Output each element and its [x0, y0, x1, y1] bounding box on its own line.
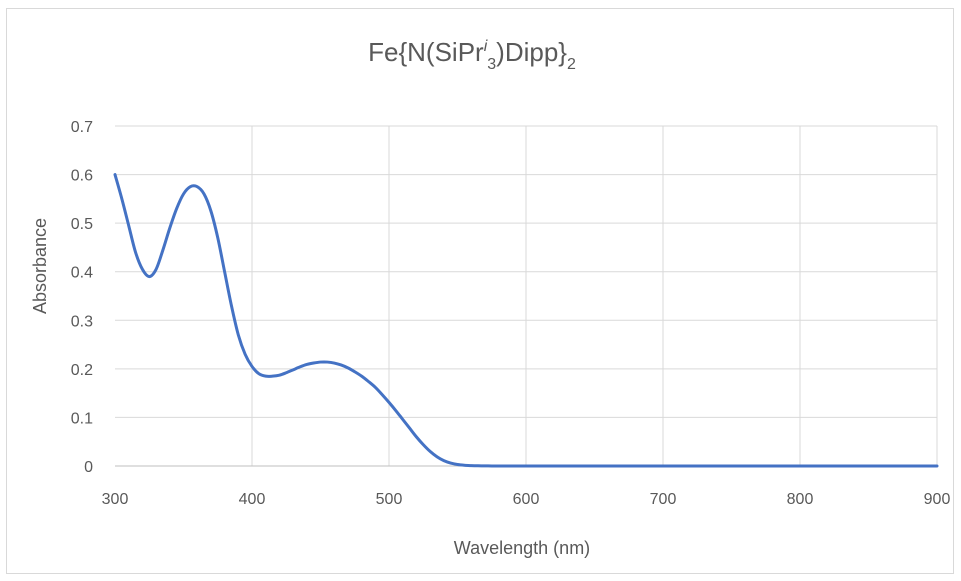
series-layer [113, 173, 939, 468]
x-tick-label: 700 [650, 491, 677, 508]
y-tick-label: 0 [84, 459, 93, 476]
chart-svg: 0 0.1 0.2 0.3 0.4 0.5 0.6 0.7 300 400 500 600 700 800… [30, 37, 951, 558]
y-tick-label: 0.4 [71, 265, 93, 282]
y-tick-label: 0.6 [71, 168, 93, 185]
y-tick-label: 0.3 [71, 313, 93, 330]
chart-title-sub2: 2 [567, 56, 576, 73]
y-tick-label: 0.2 [71, 362, 93, 379]
y-axis-title: Absorbance [30, 218, 50, 314]
series-line-0 [113, 173, 939, 468]
y-tick-label: 0.5 [71, 216, 93, 233]
chart-title-main: Fe{N(SiPr [368, 37, 484, 67]
y-tick-label: 0.1 [71, 410, 93, 427]
x-tick-label: 600 [513, 491, 540, 508]
chart-title-sup: i [484, 38, 488, 55]
chart-title-mid: )Dipp} [496, 37, 567, 67]
x-tick-label: 800 [787, 491, 814, 508]
grid [115, 125, 938, 466]
x-axis-title: Wavelength (nm) [454, 538, 590, 558]
x-tick-label: 300 [102, 491, 129, 508]
x-tick-label: 900 [924, 491, 951, 508]
x-tick-label: 400 [239, 491, 266, 508]
x-tick-label: 500 [376, 491, 403, 508]
chart-title-sub1: 3 [487, 56, 496, 73]
chart-title: Fe{N(SiPri3)Dipp}2 [368, 37, 576, 73]
chart-area: 0 0.1 0.2 0.3 0.4 0.5 0.6 0.7 300 400 500 600 700 800… [6, 8, 954, 574]
tick-labels: 0 0.1 0.2 0.3 0.4 0.5 0.6 0.7 300 400 500 600 700 800… [71, 119, 951, 508]
y-tick-label: 0.7 [71, 119, 93, 136]
